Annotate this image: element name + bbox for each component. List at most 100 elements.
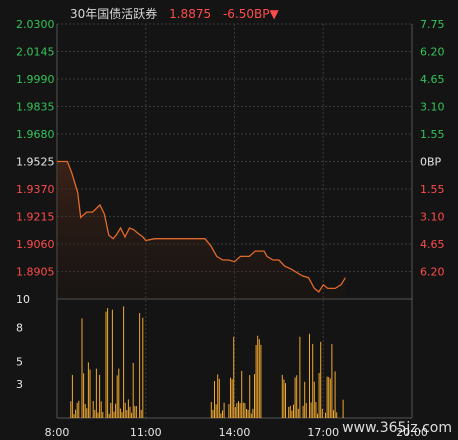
volume-bar — [116, 375, 118, 418]
time-tick-label: 8:00 — [45, 426, 70, 439]
volume-bar — [242, 402, 244, 418]
price-tick-label: 1.8905 — [16, 266, 55, 279]
volume-tick-label: 3 — [16, 378, 23, 391]
bp-tick-label: 6.20 — [420, 46, 445, 59]
volume-bar — [317, 413, 318, 418]
volume-bar — [139, 313, 141, 418]
volume-bar — [124, 402, 126, 418]
price-tick-label: 1.9215 — [16, 211, 55, 224]
volume-bar — [234, 407, 236, 418]
volume-bar — [255, 345, 257, 418]
volume-bar — [118, 368, 120, 418]
volume-bar — [230, 377, 231, 418]
instrument-name: 30年国债活跃券 — [70, 7, 158, 21]
volume-bar — [238, 401, 239, 418]
volume-bar — [331, 344, 333, 418]
price-tick-label: 2.0300 — [16, 18, 55, 31]
price-tick-label: 1.9680 — [16, 128, 55, 141]
volume-bar — [288, 407, 290, 418]
price-tick-label: 1.9990 — [16, 73, 55, 86]
volume-bar — [291, 410, 293, 418]
volume-bar — [320, 341, 322, 418]
volume-bar — [220, 413, 222, 418]
bp-tick-label: 1.55 — [420, 128, 445, 141]
volume-bar — [244, 403, 246, 418]
volume-bar — [210, 402, 212, 418]
volume-bar — [92, 401, 94, 418]
volume-tick-label: 5 — [16, 355, 23, 368]
volume-bar — [239, 403, 241, 418]
volume-bar — [215, 404, 217, 418]
volume-bar — [212, 410, 214, 418]
volume-bar — [105, 311, 107, 418]
volume-bar — [312, 343, 314, 418]
volume-bar — [121, 412, 123, 418]
volume-bar — [214, 381, 215, 418]
volume-tick-label: 10 — [16, 293, 30, 306]
volume-bar — [94, 410, 96, 418]
watermark: www.365jz.com — [342, 420, 452, 436]
volume-bar — [223, 402, 225, 418]
volume-bar — [283, 379, 285, 418]
time-tick-label: 14:00 — [219, 426, 251, 439]
volume-bar — [325, 412, 326, 418]
volume-bar — [113, 411, 115, 418]
price-change: -6.50BP▼ — [222, 7, 279, 21]
volume-bar — [250, 413, 252, 418]
volume-bar — [309, 333, 310, 418]
volume-bar — [78, 400, 80, 418]
volume-bar — [328, 377, 330, 418]
volume-bar — [142, 317, 144, 418]
volume-bar — [304, 381, 306, 418]
bp-tick-label: 3.10 — [420, 211, 445, 224]
volume-bar — [334, 371, 336, 418]
volume-bar — [110, 402, 112, 418]
volume-bar — [315, 402, 317, 418]
volume-bar — [97, 412, 99, 418]
bp-tick-label: 3.10 — [420, 101, 445, 114]
volume-bar — [123, 306, 125, 418]
volume-bar — [111, 309, 113, 418]
volume-bar — [107, 308, 109, 418]
volume-bar — [102, 412, 104, 418]
volume-bar — [257, 335, 259, 418]
price-area — [57, 161, 346, 299]
last-price: 1.8875 — [169, 7, 212, 21]
volume-bar — [87, 362, 89, 418]
bp-tick-label: 6.20 — [420, 266, 445, 279]
volume-bar — [89, 369, 91, 418]
volume-bar — [222, 410, 223, 418]
volume-bar — [247, 410, 249, 418]
volume-bar — [296, 375, 298, 418]
volume-bar — [252, 408, 254, 418]
bp-tick-label: 1.55 — [420, 183, 445, 196]
price-tick-label: 2.0145 — [16, 46, 55, 59]
volume-bar — [115, 403, 117, 418]
volume-bar — [231, 379, 233, 418]
volume-bar — [342, 399, 344, 418]
volume-bar — [285, 383, 286, 418]
price-tick-label: 1.9060 — [16, 238, 55, 251]
volume-bar — [241, 371, 243, 418]
volume-bar — [100, 401, 102, 418]
volume-bar — [217, 374, 219, 418]
volume-bar — [108, 413, 110, 418]
volume-bar — [119, 408, 121, 418]
volume-bar — [75, 409, 77, 418]
volume-bar — [313, 381, 315, 418]
bp-tick-label: 0BP — [420, 156, 442, 169]
volume-bar — [131, 412, 133, 418]
volume-bar — [293, 404, 294, 418]
volume-bar — [129, 406, 131, 418]
volume-bar — [76, 402, 78, 418]
price-tick-label: 1.9370 — [16, 183, 55, 196]
volume-bar — [83, 373, 85, 418]
volume-bar — [318, 373, 320, 418]
volume-bar — [326, 376, 328, 418]
volume-bar — [228, 404, 230, 418]
volume-bar — [260, 344, 262, 418]
volume-bar — [249, 375, 251, 418]
bp-tick-label: 4.65 — [420, 238, 445, 251]
volume-bar — [132, 362, 134, 418]
